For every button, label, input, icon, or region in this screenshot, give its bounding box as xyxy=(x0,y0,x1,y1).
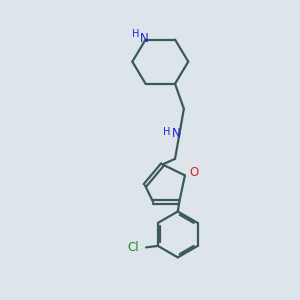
Text: N: N xyxy=(140,32,148,46)
Text: H: H xyxy=(132,29,139,39)
Text: H: H xyxy=(164,127,171,137)
Text: O: O xyxy=(189,166,198,179)
Text: N: N xyxy=(172,127,181,140)
Text: Cl: Cl xyxy=(128,241,139,254)
